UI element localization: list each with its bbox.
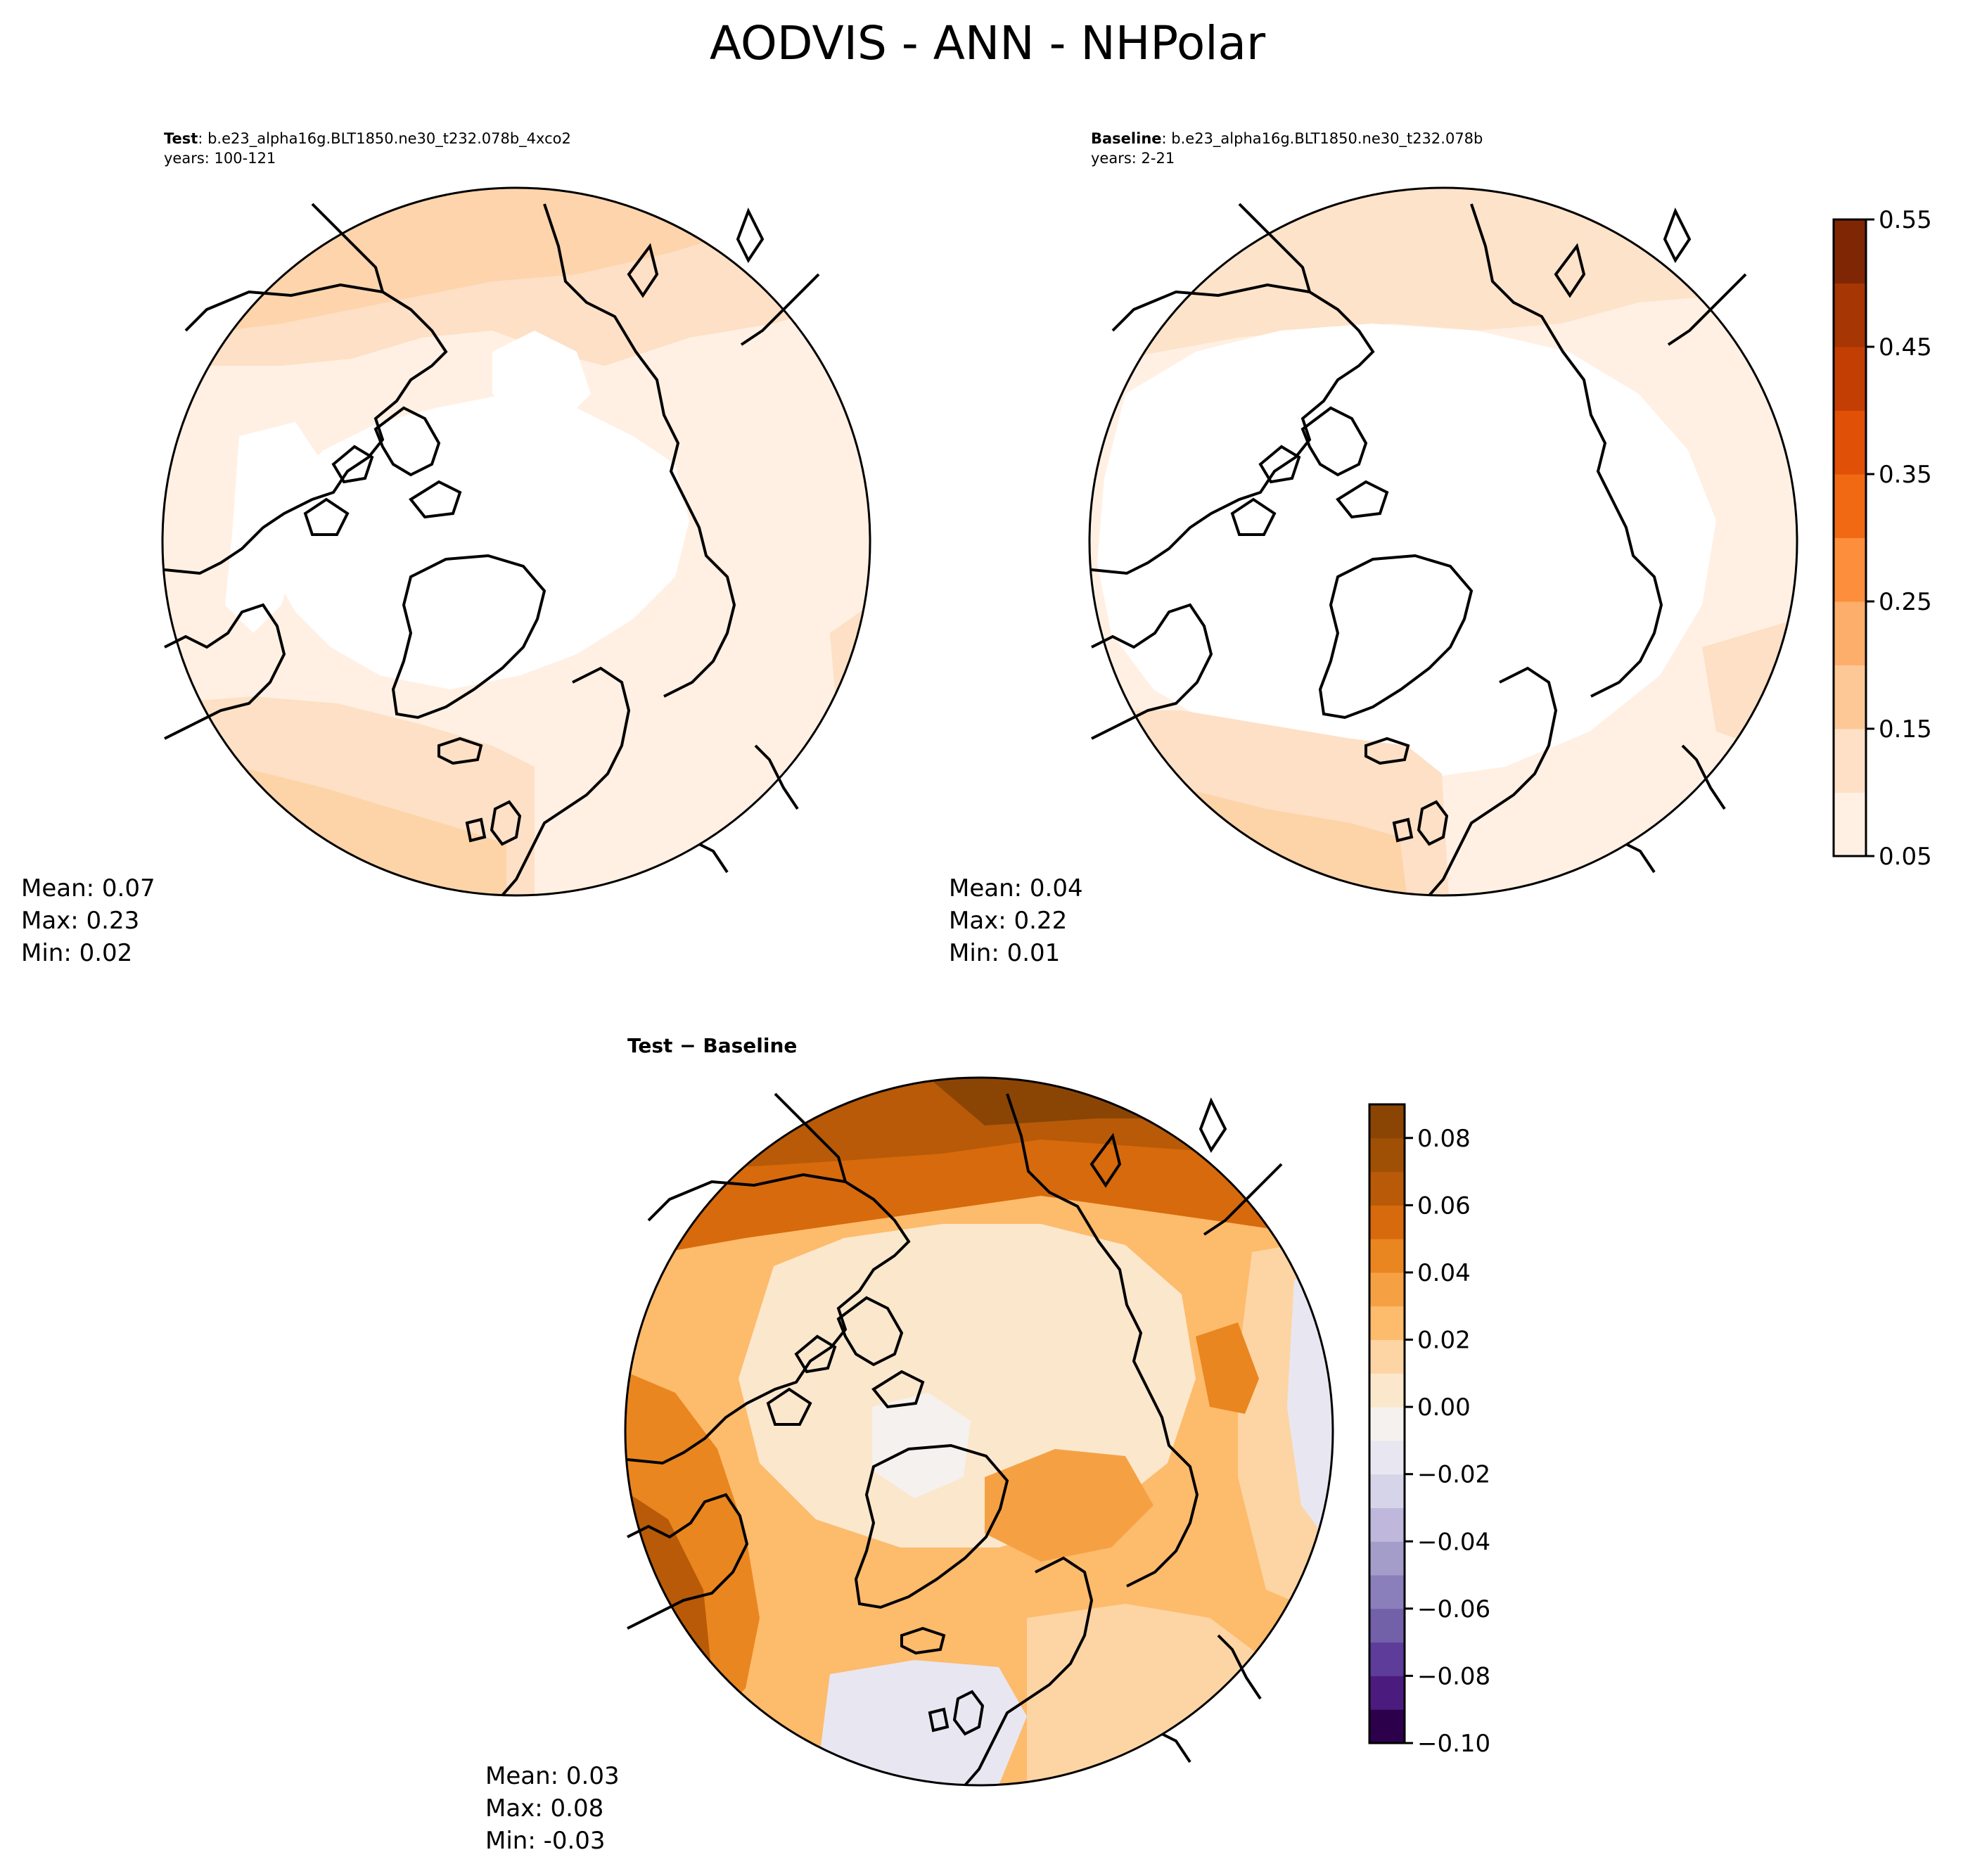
test-case-name: : b.e23_alpha16g.BLT1850.ne30_t232.078b_… (198, 130, 571, 147)
main-colorbar-segment (1834, 410, 1866, 475)
baseline-years: years: 2-21 (1091, 150, 1175, 167)
baseline-map-frame (1088, 186, 1798, 897)
difference-colorbar-tick-label: −0.06 (1417, 1595, 1490, 1623)
baseline-case-name: : b.e23_alpha16g.BLT1850.ne30_t232.078b (1161, 130, 1483, 147)
difference-colorbar-segment (1369, 1440, 1405, 1475)
difference-colorbar-tick-label: 0.06 (1417, 1192, 1471, 1220)
difference-colorbar-tick-label: 0.08 (1417, 1125, 1471, 1153)
difference-colorbar-segment (1369, 1306, 1405, 1341)
main-colorbar-segment (1834, 537, 1866, 602)
test-panel-title: Test: b.e23_alpha16g.BLT1850.ne30_t232.0… (164, 129, 571, 148)
difference-colorbar-segment (1369, 1709, 1405, 1744)
difference-min: Min: -0.03 (485, 1827, 606, 1855)
main-colorbar-segment (1834, 474, 1866, 538)
main-colorbar: 0.05 0.15 0.25 0.35 0.45 0.55 (1832, 206, 1932, 871)
difference-colorbar-segment (1369, 1642, 1405, 1676)
main-colorbar-tick-label: 0.55 (1879, 206, 1932, 234)
main-colorbar-tick-label: 0.05 (1879, 843, 1932, 871)
baseline-max: Max: 0.22 (949, 907, 1068, 935)
difference-colorbar-segment (1369, 1104, 1405, 1139)
difference-stats: Mean: 0.03 Max: 0.08 Min: -0.03 (485, 1760, 620, 1857)
difference-colorbar-segment (1369, 1272, 1405, 1307)
main-colorbar-segment (1834, 601, 1866, 665)
test-map-frame (161, 186, 871, 897)
difference-colorbar-segment (1369, 1608, 1405, 1643)
main-colorbar-segment (1834, 347, 1866, 411)
test-map (161, 186, 871, 897)
difference-colorbar-segment (1369, 1575, 1405, 1609)
main-colorbar-segment (1834, 792, 1866, 857)
test-min: Min: 0.02 (21, 939, 133, 967)
difference-colorbar-tick-label: 0.02 (1417, 1327, 1471, 1355)
main-colorbar-tick-label: 0.35 (1879, 461, 1932, 489)
main-colorbar-tick-label: 0.25 (1879, 588, 1932, 616)
difference-map-frame (624, 1076, 1334, 1787)
main-colorbar-segment (1834, 283, 1866, 347)
baseline-title-bold: Baseline (1091, 130, 1162, 147)
difference-colorbar-tick-label: −0.02 (1417, 1461, 1490, 1489)
baseline-min: Min: 0.01 (949, 939, 1061, 967)
difference-colorbar-tick-label: 0.04 (1417, 1259, 1471, 1287)
baseline-stats: Mean: 0.04 Max: 0.22 Min: 0.01 (949, 872, 1083, 969)
difference-colorbar-frame (1368, 1103, 1406, 1744)
main-colorbar-tick-label: 0.45 (1879, 333, 1932, 362)
difference-colorbar-segment (1369, 1339, 1405, 1374)
difference-colorbar-segment (1369, 1239, 1405, 1273)
baseline-panel-title: Baseline: b.e23_alpha16g.BLT1850.ne30_t2… (1091, 129, 1483, 148)
difference-colorbar-segment (1369, 1676, 1405, 1710)
difference-map (624, 1076, 1334, 1787)
test-stats: Mean: 0.07 Max: 0.23 Min: 0.02 (21, 872, 155, 969)
difference-colorbar-tick-label: −0.08 (1417, 1662, 1490, 1690)
figure-title: AODVIS - ANN - NHPolar (709, 16, 1266, 70)
difference-panel-title: Test − Baseline (627, 1034, 797, 1058)
main-colorbar-segment (1834, 729, 1866, 793)
difference-colorbar-tick-label: −0.04 (1417, 1528, 1490, 1556)
difference-colorbar-segment (1369, 1171, 1405, 1206)
test-max: Max: 0.23 (21, 907, 140, 935)
main-colorbar-segment (1834, 665, 1866, 729)
difference-colorbar: −0.10 −0.08 −0.06 −0.04 −0.02 0.00 0.02 0.04 0.0… (1368, 1103, 1490, 1758)
baseline-mean: Mean: 0.04 (949, 874, 1083, 902)
main-colorbar-segment (1834, 219, 1866, 283)
baseline-map (1088, 186, 1798, 897)
difference-colorbar-segment (1369, 1407, 1405, 1441)
difference-colorbar-segment (1369, 1541, 1405, 1576)
difference-colorbar-segment (1369, 1205, 1405, 1239)
difference-title-bold: Test − Baseline (627, 1034, 798, 1057)
difference-colorbar-segment (1369, 1137, 1405, 1173)
difference-colorbar-segment (1369, 1507, 1405, 1542)
test-title-bold: Test (164, 130, 198, 147)
difference-max: Max: 0.08 (485, 1794, 604, 1823)
difference-mean: Mean: 0.03 (485, 1762, 620, 1790)
test-mean: Mean: 0.07 (21, 874, 155, 902)
difference-colorbar-segment (1369, 1373, 1405, 1408)
main-colorbar-frame (1832, 218, 1867, 857)
test-years: years: 100-121 (164, 150, 276, 167)
difference-colorbar-tick-label: −0.10 (1417, 1730, 1490, 1758)
difference-colorbar-segment (1369, 1474, 1405, 1508)
difference-colorbar-tick-label: 0.00 (1417, 1393, 1471, 1422)
main-colorbar-tick-label: 0.15 (1879, 715, 1932, 744)
